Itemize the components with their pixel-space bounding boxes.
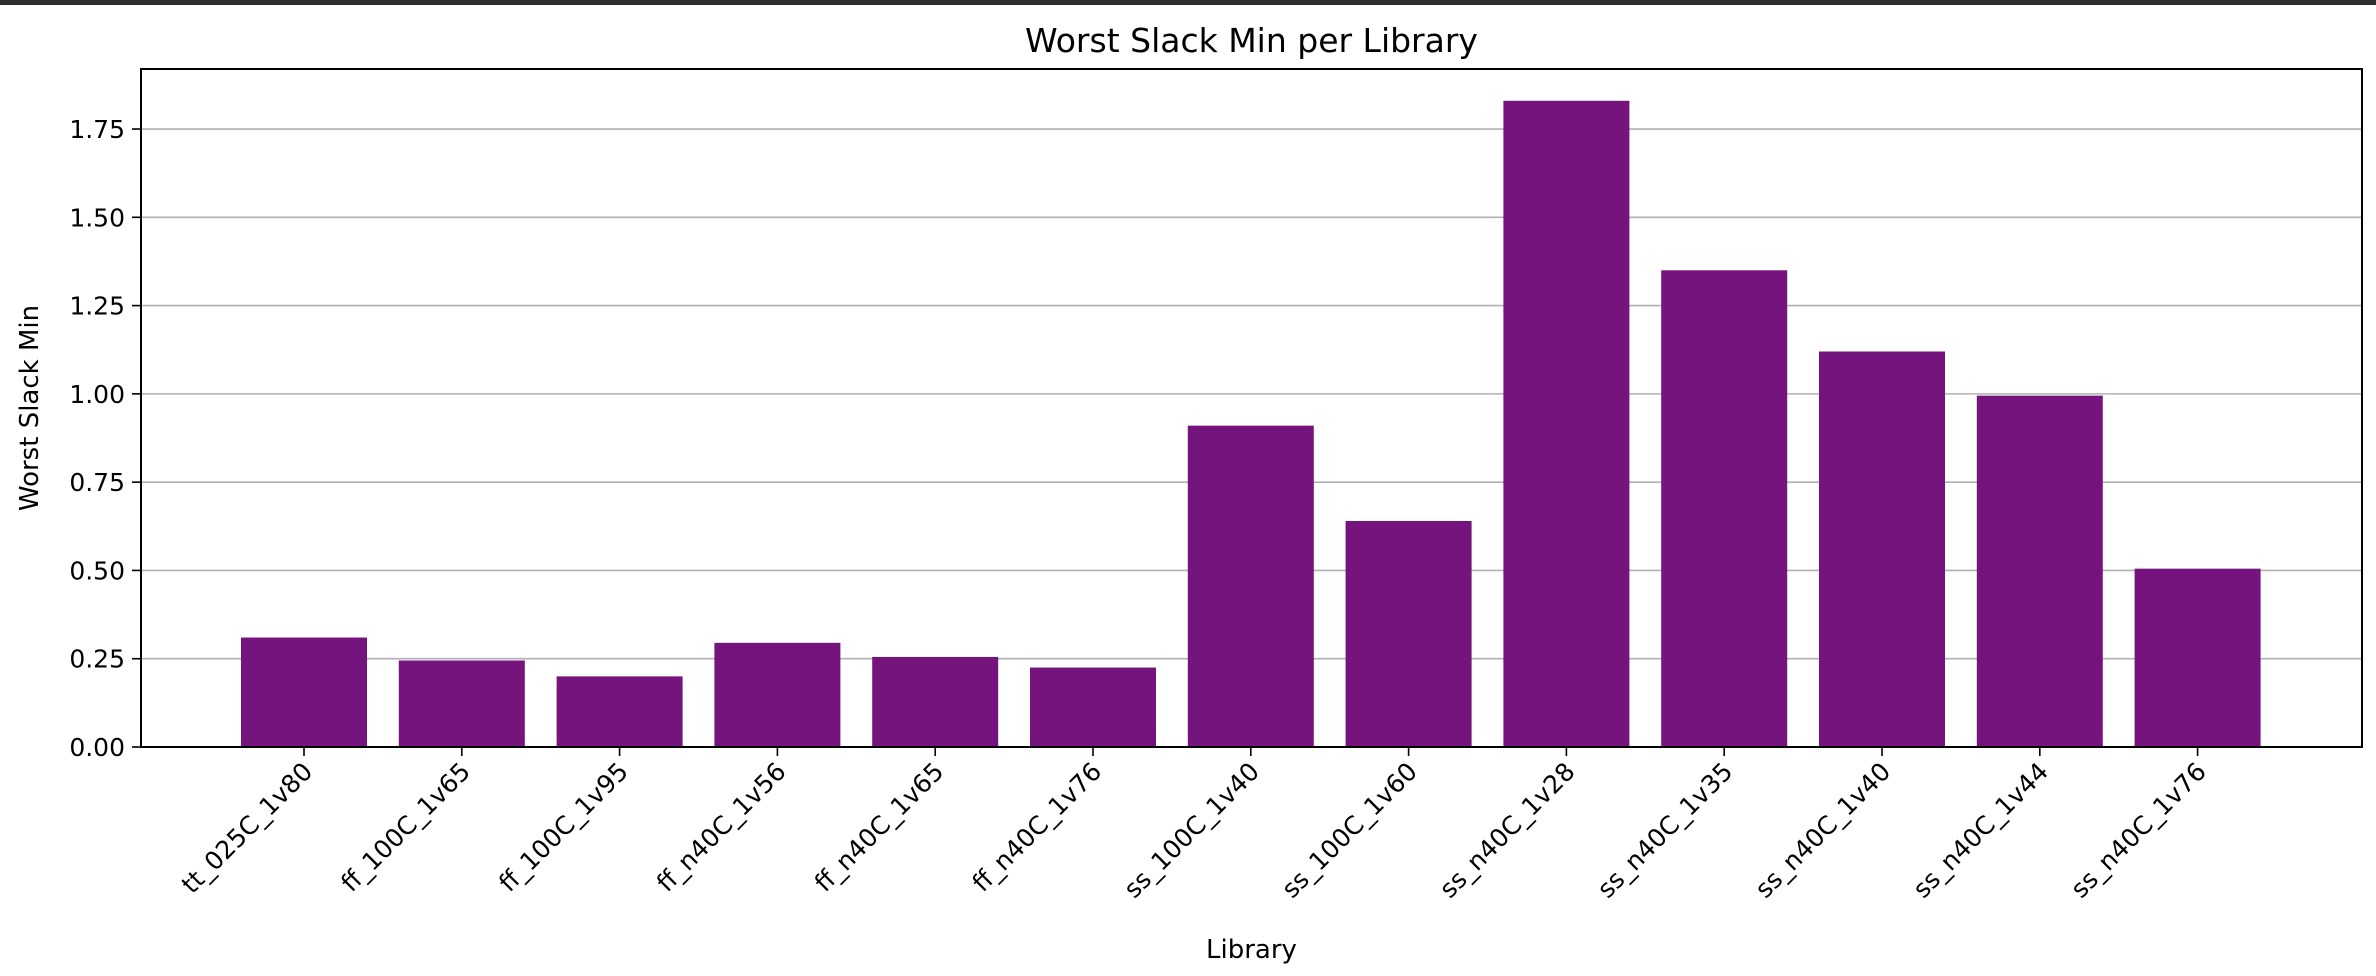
y-tick-label: 0.00 (69, 733, 125, 762)
x-tick-label: ff_n40C_1v56 (651, 757, 792, 898)
bar (1819, 351, 1945, 747)
x-tick-label: ss_n40C_1v40 (1749, 757, 1896, 904)
bar (1345, 521, 1472, 747)
bar (1030, 667, 1156, 747)
chart-title: Worst Slack Min per Library (1025, 21, 1478, 60)
y-axis-label: Worst Slack Min (15, 305, 45, 511)
x-tick-label: ff_100C_1v65 (335, 757, 476, 898)
window-top-strip (0, 0, 2376, 5)
y-tick-label: 0.75 (69, 468, 125, 497)
bar (1187, 425, 1314, 747)
y-tick-label: 1.00 (69, 380, 125, 409)
x-tick-label: tt_025C_1v80 (176, 757, 318, 899)
y-tick-label: 0.50 (69, 556, 125, 585)
x-tick-label: ss_100C_1v40 (1118, 757, 1265, 904)
bar (1661, 270, 1788, 747)
y-tick-label: 1.25 (69, 292, 125, 321)
y-tick-label: 0.25 (69, 645, 125, 674)
bar (398, 660, 525, 747)
bars (241, 100, 2261, 747)
bar (714, 642, 841, 747)
x-tick-label: ss_n40C_1v76 (2065, 757, 2212, 904)
x-tick-label: ff_100C_1v95 (493, 757, 634, 898)
x-tick-label: ff_n40C_1v65 (809, 757, 950, 898)
x-tick-label: ss_100C_1v60 (1276, 757, 1423, 904)
x-tick-label: ss_n40C_1v35 (1592, 757, 1739, 904)
bar (872, 656, 999, 747)
bar (1976, 395, 2103, 747)
bar (556, 676, 683, 747)
y-axis-ticks: 0.00 0.25 0.50 0.75 1.00 1.25 1.50 1.75 (69, 115, 141, 762)
x-axis-ticks: tt_025C_1v80 ff_100C_1v65 ff_100C_1v95 ff_n… (176, 747, 2212, 904)
x-tick-label: ss_n40C_1v28 (1434, 757, 1581, 904)
y-tick-label: 1.50 (69, 203, 125, 232)
x-tick-label: ff_n40C_1v76 (967, 757, 1108, 898)
bar (1503, 100, 1630, 747)
y-tick-label: 1.75 (69, 115, 125, 144)
x-axis-label: Library (1206, 935, 1297, 965)
bar (2134, 568, 2261, 747)
x-tick-label: ss_n40C_1v44 (1907, 757, 2054, 904)
bar (241, 637, 367, 747)
